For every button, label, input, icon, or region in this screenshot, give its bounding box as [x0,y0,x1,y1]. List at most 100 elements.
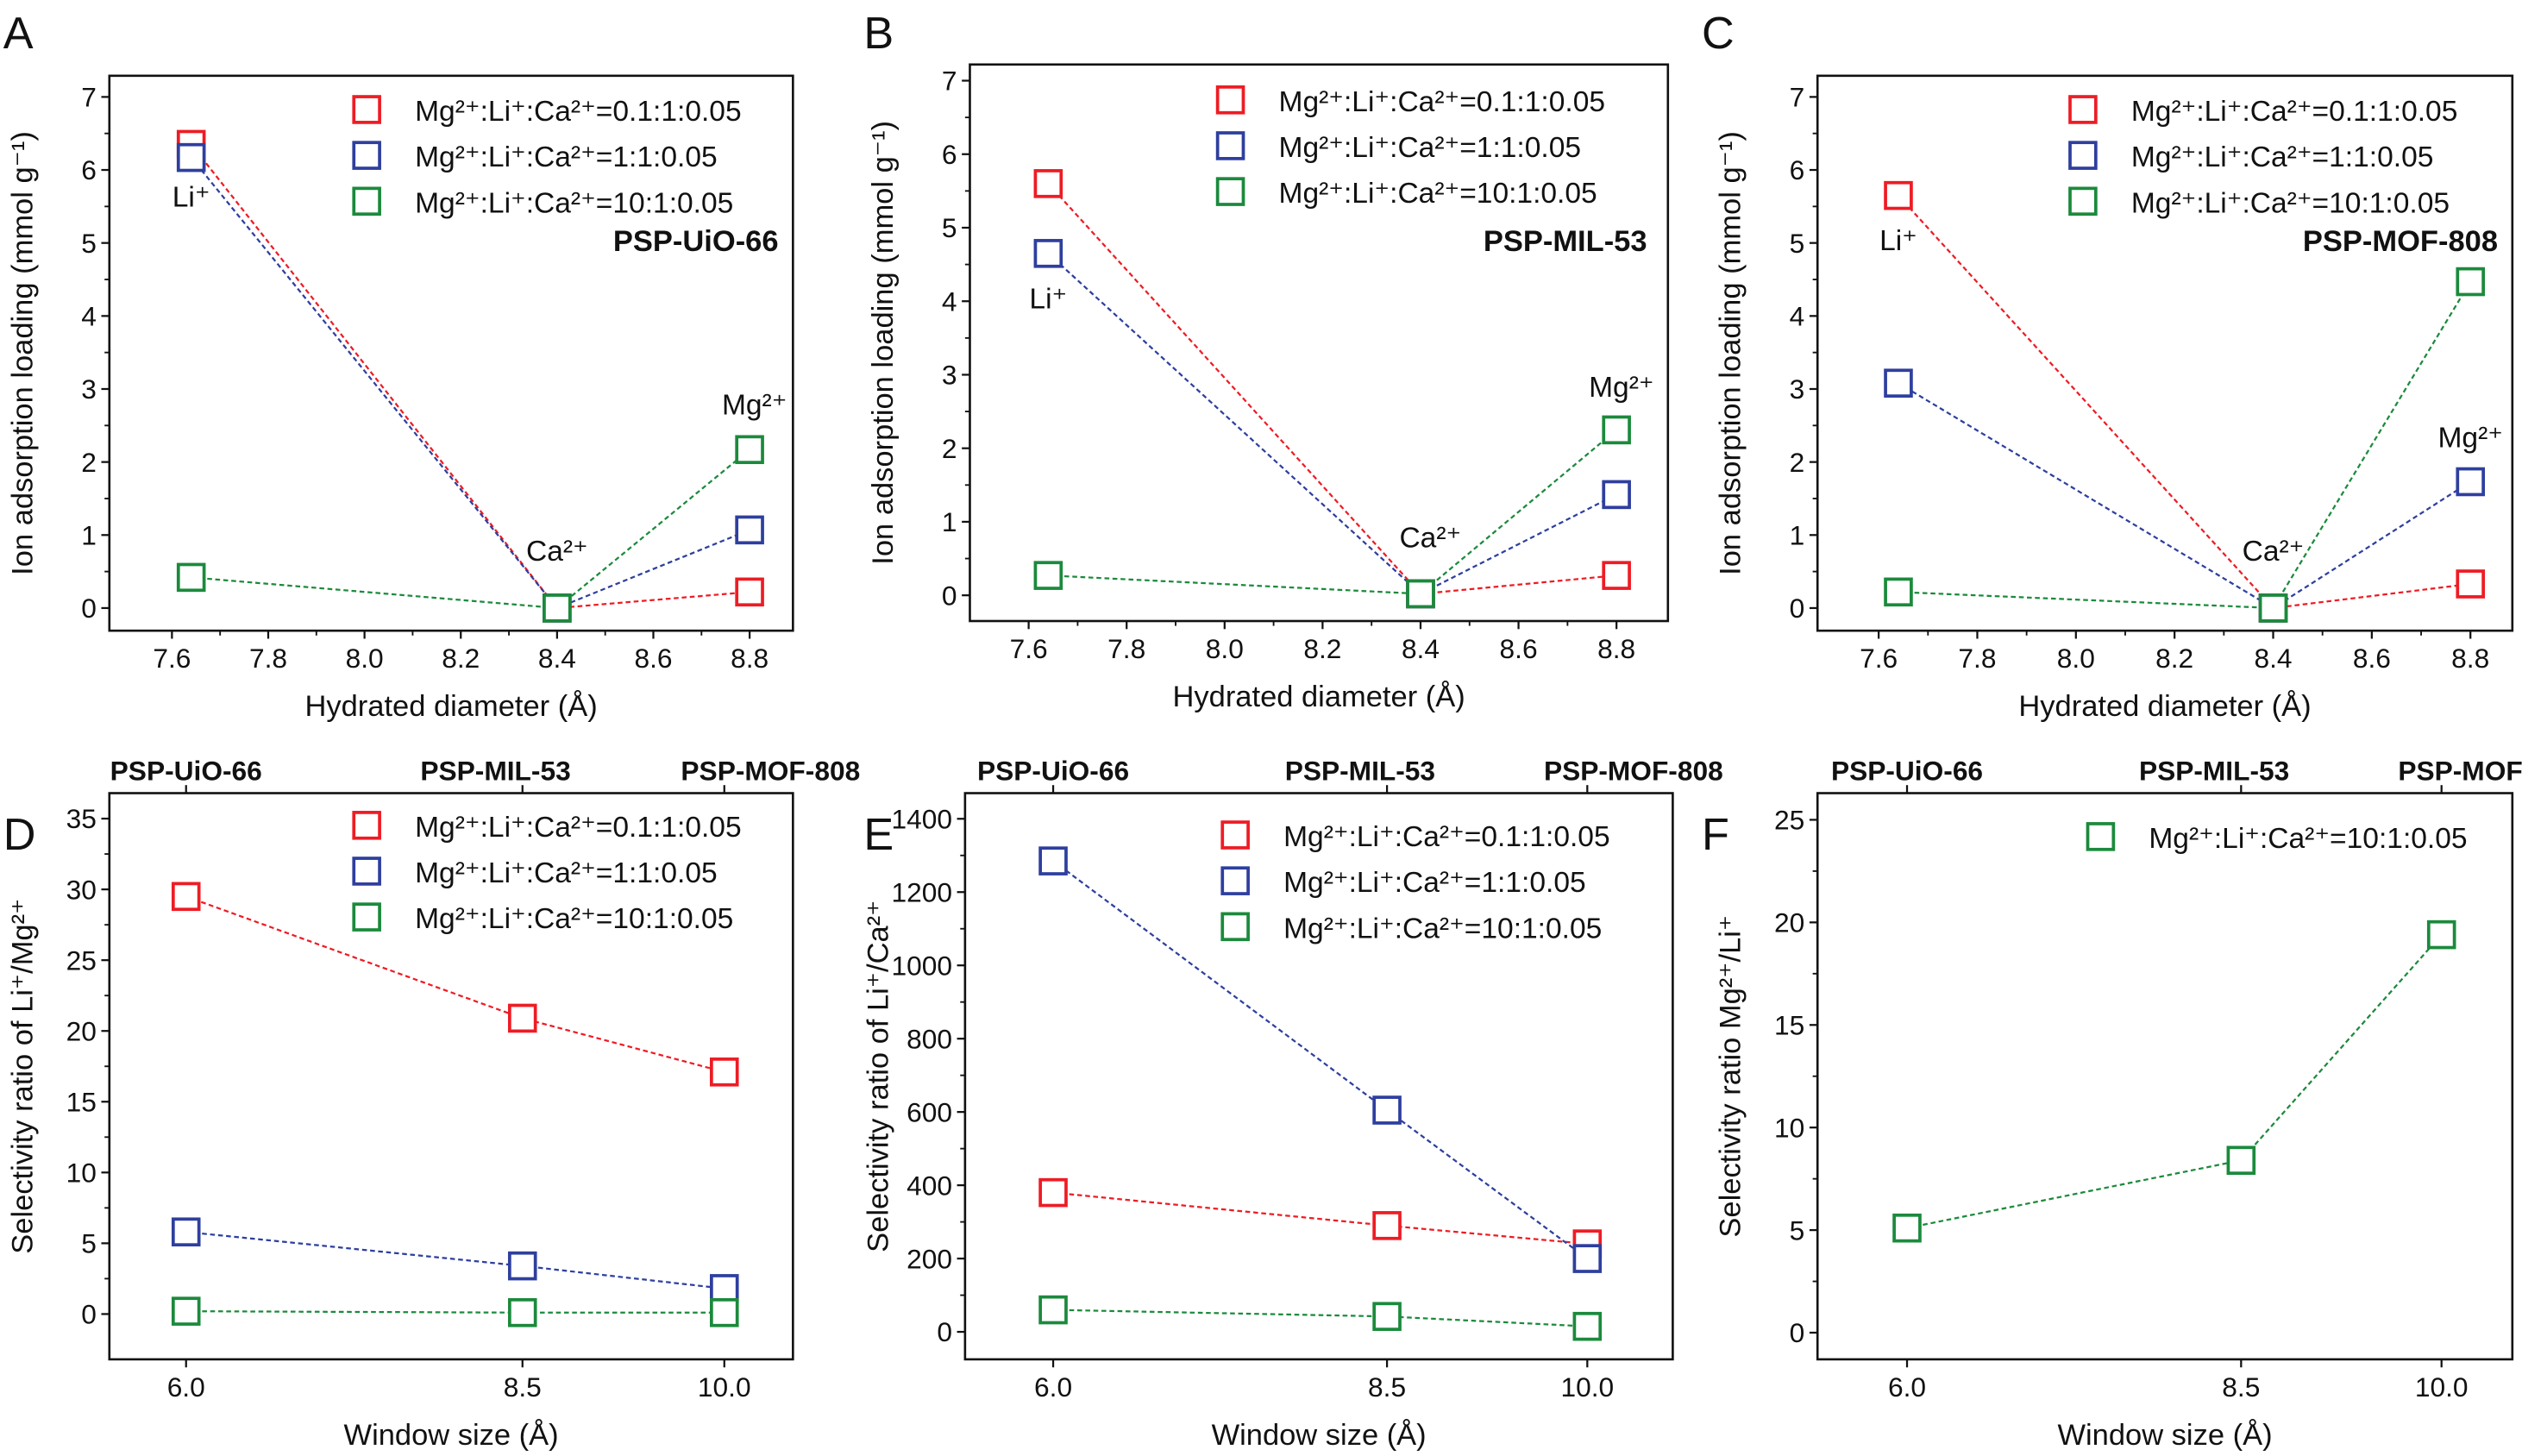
x-tick-label: 8.5 [2222,1371,2260,1403]
x-tick-label: 8.6 [1500,633,1538,664]
y-tick-label: 5 [81,228,97,259]
series-line [1898,280,2472,610]
legend-label: Mg²⁺:Li⁺:Ca²⁺=10:1:0.05 [415,903,733,935]
x-tick-label: 8.2 [442,643,480,674]
top-axis-label: PSP-UiO-66 [1831,756,1983,787]
data-point [2226,1145,2256,1176]
y-tick-label: 400 [907,1170,952,1201]
top-axis-label: PSP-UiO-66 [110,756,262,787]
data-point [2456,569,2485,599]
y-tick-label: 200 [907,1243,952,1274]
data-point [735,435,764,465]
legend-marker [2068,186,2098,217]
data-point [543,593,572,623]
series-line [1048,429,1617,595]
y-tick-label: 10 [1774,1112,1804,1143]
data-point [1372,1095,1402,1125]
point-annotation: Mg²⁺ [2437,423,2502,455]
data-point [1572,1311,1603,1341]
y-tick-label: 1400 [891,803,952,834]
y-tick-label: 0 [81,593,97,624]
x-tick-label: 8.8 [1597,633,1635,664]
legend-label: Mg²⁺:Li⁺:Ca²⁺=1:1:0.05 [415,857,718,889]
x-tick-label: 7.6 [1010,633,1048,664]
y-tick-label: 15 [1774,1009,1804,1040]
y-tick-label: 7 [942,66,957,97]
y-tick-label: 10 [66,1158,97,1189]
y-tick-label: 25 [1774,805,1804,836]
legend-label: Mg²⁺:Li⁺:Ca²⁺=1:1:0.05 [1283,867,1586,899]
top-axis-label: PSP-MIL-53 [420,756,570,787]
x-tick-label: 8.8 [2451,643,2489,674]
x-tick-label: 8.5 [504,1371,542,1403]
y-tick-label: 20 [1774,907,1804,938]
x-tick-label: 10.0 [1560,1371,1614,1403]
x-tick-label: 8.4 [1402,633,1440,664]
series-line [1053,1309,1588,1327]
data-point [709,1057,739,1087]
x-tick-label: 8.5 [1368,1371,1406,1403]
y-axis-label: Ion adsorption loading (mmol g⁻¹) [867,121,900,565]
panel-letter: C [1702,9,1735,59]
x-tick-label: 8.4 [2254,643,2292,674]
legend-label: Mg²⁺:Li⁺:Ca²⁺=1:1:0.05 [2131,141,2434,173]
panel-letter: F [1702,810,1729,860]
point-annotation: Ca²⁺ [1399,523,1461,555]
data-point [171,882,201,912]
top-axis-label: PSP-MOF-808 [2398,756,2522,787]
data-point [1406,579,1435,609]
data-point [1884,577,1913,607]
y-tick-label: 35 [66,803,97,834]
data-point [1602,561,1631,590]
y-tick-label: 1 [1790,519,1805,550]
y-tick-label: 2 [942,433,957,464]
y-tick-label: 7 [81,82,97,113]
panel-b: B 7.6 7.8 8.0 8.2 8.4 8.6 8.8 0 1 2 3 4 5 6 7 Hydrated d… [863,9,1670,713]
data-point [171,1217,201,1247]
y-tick-label: 1 [81,519,97,550]
data-point [171,1296,201,1326]
panel-letter: B [863,9,894,59]
y-tick-label: 20 [66,1015,97,1046]
legend-marker [352,186,381,217]
panel-title: PSP-MIL-53 [1484,225,1647,258]
plot-frame [969,63,1670,623]
legend-marker [352,811,381,840]
y-tick-label: 4 [1790,301,1805,332]
data-point [507,1297,537,1327]
point-annotation: Mg²⁺ [722,390,787,422]
legend-marker [1220,912,1250,942]
y-tick-label: 4 [942,286,957,317]
data-point [507,1251,537,1281]
data-point [1033,169,1063,198]
point-annotation: Ca²⁺ [2243,536,2305,568]
x-tick-label: 7.6 [1860,643,1898,674]
data-point [1602,415,1631,445]
legend-label: Mg²⁺:Li⁺:Ca²⁺=0.1:1:0.05 [1283,821,1610,853]
y-tick-label: 600 [907,1096,952,1127]
y-tick-label: 800 [907,1023,952,1054]
y-tick-label: 5 [942,212,957,243]
panel-e: E 6.0 8.5 10.0 0 200 400 600 800 1000 1200 1400 Wind… [862,756,1722,1452]
data-point [709,1297,739,1327]
x-tick-label: 7.6 [153,643,191,674]
panel-a: A 7.6 7.8 8.0 8.2 8.4 8.6 8.8 0 1 2 3 4 5 6 7 Hydrated d… [3,9,794,723]
series-line [1906,933,2443,1229]
panel-title: PSP-MOF-808 [2303,225,2498,258]
plot-frame [108,792,794,1361]
x-tick-label: 8.2 [1303,633,1341,664]
point-annotation: Ca²⁺ [526,536,588,568]
series-line [1898,382,2471,610]
x-axis-label: Hydrated diameter (Å) [304,689,597,723]
y-tick-label: 1200 [891,876,952,907]
legend-marker [352,95,381,124]
y-tick-label: 3 [81,373,97,405]
x-tick-label: 8.4 [538,643,576,674]
point-annotation: Li⁺ [1879,225,1917,257]
top-axis-label: PSP-MOF-808 [681,756,860,787]
point-annotation: Li⁺ [1029,284,1067,316]
y-tick-label: 5 [1790,1214,1805,1246]
y-tick-label: 6 [942,139,957,170]
legend-label: Mg²⁺:Li⁺:Ca²⁺=0.1:1:0.05 [1279,86,1606,118]
